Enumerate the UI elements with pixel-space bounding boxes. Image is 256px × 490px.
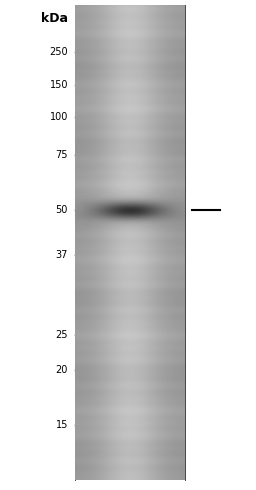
Text: 250: 250 bbox=[49, 47, 68, 57]
Text: 50: 50 bbox=[56, 205, 68, 215]
Text: kDa: kDa bbox=[41, 11, 69, 24]
Text: 15: 15 bbox=[56, 420, 68, 430]
Text: 100: 100 bbox=[50, 112, 68, 122]
Text: 150: 150 bbox=[49, 80, 68, 90]
Text: 25: 25 bbox=[56, 330, 68, 340]
Text: 75: 75 bbox=[56, 150, 68, 160]
Text: 20: 20 bbox=[56, 365, 68, 375]
Text: 37: 37 bbox=[56, 250, 68, 260]
